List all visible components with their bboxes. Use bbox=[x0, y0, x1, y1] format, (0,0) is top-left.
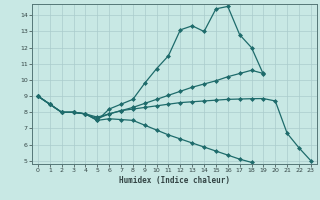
X-axis label: Humidex (Indice chaleur): Humidex (Indice chaleur) bbox=[119, 176, 230, 185]
